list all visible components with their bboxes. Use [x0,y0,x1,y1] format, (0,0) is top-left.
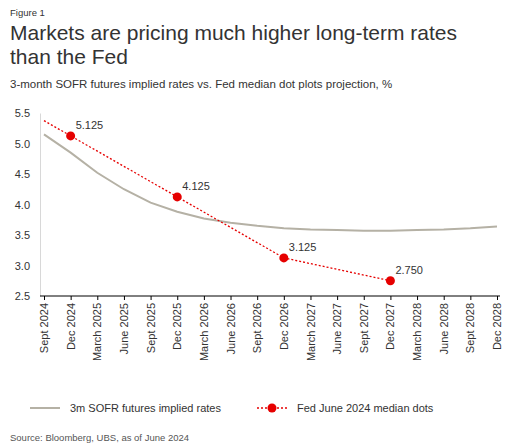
y-axis: 2.5 3.0 3.5 4.0 4.5 5.0 5.5 [15,107,41,302]
source: Source: Bloomberg, UBS, as of June 2024 [10,432,189,443]
x-tick-label: Dec 2028 [491,303,503,350]
caption: Figure 1 [10,7,45,18]
y-tick: 2.5 [15,290,40,302]
data-labels: 5.125 4.125 3.125 2.750 [76,119,423,276]
x-tick-mark [390,296,391,300]
x-tick-label: March 2028 [411,303,423,361]
y-tick: 3.0 [15,260,40,272]
title-line: than the Fed [10,45,128,68]
x-tick-label: Sept 2027 [358,303,370,353]
data-label: 2.750 [395,264,423,276]
legend-swatch [30,407,60,409]
x-tick-label: Dec 2024 [65,303,77,350]
data-label: 5.125 [76,119,104,131]
x-tick: Sept 2025 [145,296,157,353]
legend: 3m SOFR futures implied rates Fed June 20… [30,402,434,414]
subtitle: 3-month SOFR futures implied rates vs. F… [10,78,392,90]
chart: Figure 1 Markets are pricing much higher … [0,0,508,448]
y-tick-label: 4.0 [15,199,30,211]
x-tick: Dec 2027 [384,296,396,350]
x-tick-mark [151,296,152,300]
y-tick: 5.5 [15,107,40,119]
title-line: Markets are pricing much higher long-ter… [10,21,457,44]
x-tick: Dec 2025 [171,296,183,350]
y-tick-label: 5.0 [15,138,30,150]
x-tick-mark [257,296,258,300]
x-tick-mark [444,296,445,300]
x-tick: Sept 2026 [251,296,263,353]
data-label: 4.125 [182,180,210,192]
series-marker [173,192,182,201]
series-marker [66,131,75,140]
x-tick-label: Dec 2027 [384,303,396,350]
x-axis-line [40,296,500,297]
y-tick: 4.0 [15,199,40,211]
y-tick-label: 3.5 [15,229,30,241]
legend-label: 3m SOFR futures implied rates [70,402,221,414]
x-tick-label: Dec 2026 [278,303,290,350]
plot-area [44,121,497,286]
x-tick-mark [71,296,72,300]
x-tick: Dec 2026 [278,296,290,350]
x-tick-label: March 2025 [91,303,103,361]
series-line [44,134,497,230]
x-tick: Dec 2024 [65,296,77,350]
legend-item: Fed June 2024 median dots [257,402,434,414]
title: Markets are pricing much higher long-ter… [10,21,457,68]
legend-marker [268,404,277,413]
x-tick-mark [124,296,125,300]
y-tick: 3.5 [15,229,40,241]
series-marker [279,253,288,262]
y-tick-label: 3.0 [15,260,30,272]
x-tick-label: March 2026 [198,303,210,361]
x-tick: Sept 2028 [464,296,476,353]
x-tick-label: Sept 2028 [464,303,476,353]
x-axis: Sept 2024 Dec 2024 March 2025 June 2025 Sept… [38,296,503,361]
x-tick: March 2028 [411,296,423,361]
x-tick: Sept 2024 [38,296,50,353]
y-tick: 4.5 [15,168,40,180]
x-tick-mark [97,296,98,300]
x-tick-mark [177,296,178,300]
x-tick: Sept 2027 [358,296,370,353]
x-tick-mark [337,296,338,300]
x-tick: June 2026 [225,296,237,354]
x-tick-label: June 2027 [331,303,343,354]
x-tick-label: June 2026 [225,303,237,354]
x-tick-mark [497,296,498,300]
y-axis-line [40,114,41,297]
x-tick-mark [364,296,365,300]
x-tick-mark [231,296,232,300]
data-label: 3.125 [289,241,317,253]
x-tick-label: Sept 2025 [145,303,157,353]
legend-item: 3m SOFR futures implied rates [30,402,221,414]
series-line [44,121,390,281]
legend-label: Fed June 2024 median dots [297,402,434,414]
x-tick: Dec 2028 [491,296,503,350]
x-tick-label: June 2025 [118,303,130,354]
x-tick-mark [204,296,205,300]
x-tick: June 2027 [331,296,343,354]
x-tick: June 2025 [118,296,130,354]
y-tick-label: 5.5 [15,107,30,119]
y-tick-label: 4.5 [15,168,30,180]
x-tick: March 2027 [304,296,316,361]
x-tick-label: June 2028 [438,303,450,354]
x-tick-mark [284,296,285,300]
series-marker [386,276,395,285]
y-tick-label: 2.5 [15,290,30,302]
y-tick: 5.0 [15,138,40,150]
x-tick-mark [417,296,418,300]
x-tick-label: Sept 2024 [38,303,50,353]
x-tick-label: March 2027 [304,303,316,361]
x-tick-label: Dec 2025 [171,303,183,350]
x-tick-label: Sept 2026 [251,303,263,353]
x-tick-mark [310,296,311,300]
x-tick: March 2025 [91,296,103,361]
x-tick: March 2026 [198,296,210,361]
x-tick: June 2028 [438,296,450,354]
x-tick-mark [44,296,45,300]
x-tick-mark [470,296,471,300]
